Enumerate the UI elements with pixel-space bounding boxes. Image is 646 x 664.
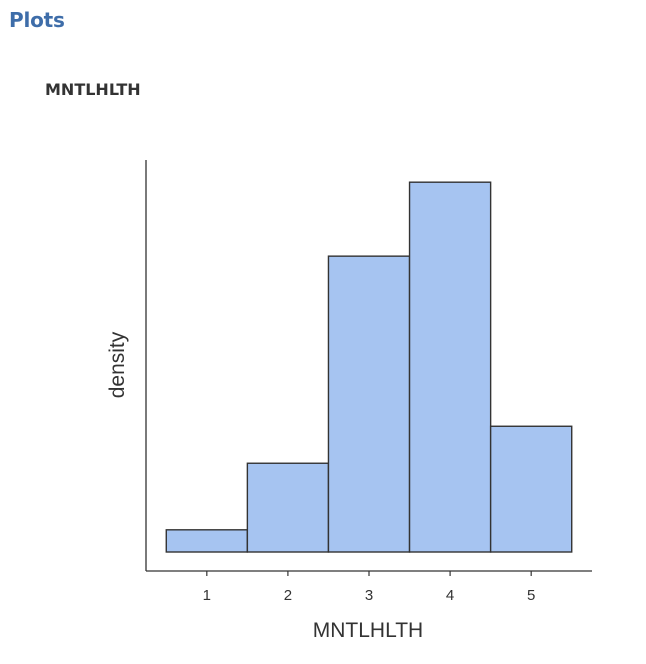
x-tick-label-3: 3: [365, 587, 373, 604]
x-tick-label-4: 4: [446, 587, 454, 604]
plot-title: MNTLHLTH: [45, 80, 141, 99]
x-tick-label-5: 5: [527, 587, 535, 604]
histogram-bar-2: [246, 462, 330, 553]
bars-group: [165, 181, 573, 553]
histogram-bar-4: [408, 181, 492, 553]
x-tick-label-2: 2: [284, 587, 292, 604]
plots-heading: Plots: [9, 8, 65, 32]
y-axis-title: density: [106, 331, 129, 398]
histogram-bar-5: [489, 425, 573, 553]
histogram-bar-3: [327, 255, 411, 553]
x-ticks-group: 1 2 3 4 5: [203, 571, 535, 604]
x-axis-title: MNTLHLTH: [313, 619, 423, 642]
x-tick-label-1: 1: [203, 587, 211, 604]
histogram-bar-1: [165, 529, 249, 553]
